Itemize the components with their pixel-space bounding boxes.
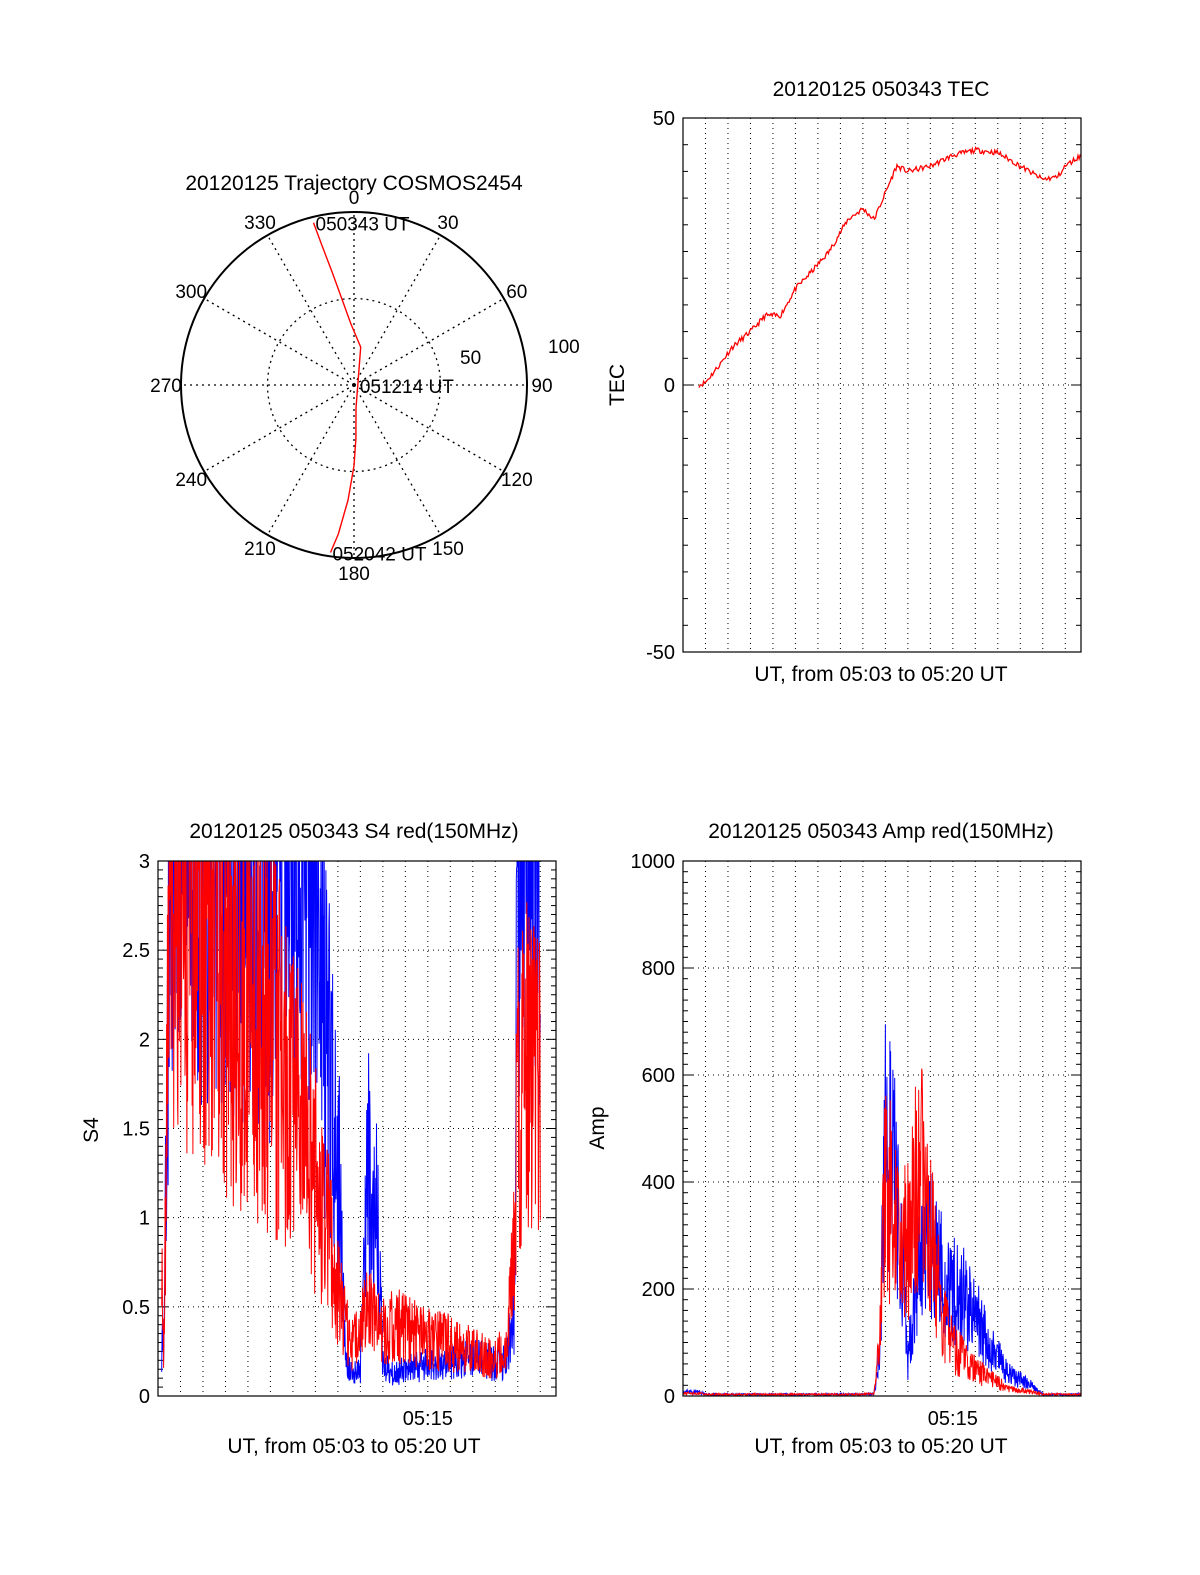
trajectory-time-label: 050343 UT (316, 215, 410, 236)
s4-title: 20120125 050343 S4 red(150MHz) (189, 820, 518, 843)
y-tick-label: 50 (653, 108, 675, 130)
polar-angle-label: 180 (338, 564, 370, 585)
polar-radius-label-100: 100 (548, 337, 580, 358)
amp-xlabel: UT, from 05:03 to 05:20 UT (754, 1435, 1007, 1458)
s4-ylabel: S4 (80, 1117, 103, 1143)
polar-spoke (203, 297, 355, 386)
polar-angle-label: 120 (501, 470, 533, 491)
plot-frame (157, 860, 557, 1397)
tec-xlabel: UT, from 05:03 to 05:20 UT (754, 663, 1007, 686)
polar-outer-circle (180, 211, 528, 559)
series-line-2 (683, 1068, 1081, 1396)
y-tick-label: 400 (642, 1172, 675, 1194)
y-tick-label: 1.5 (122, 1119, 150, 1141)
polar-angle-label: 90 (531, 376, 552, 397)
x-tick-label: 05:15 (928, 1408, 978, 1430)
y-tick-label: 3 (139, 851, 150, 873)
y-tick-label: 2.5 (122, 940, 150, 962)
polar-radius-label-50: 50 (460, 348, 481, 369)
polar-trajectory-panel: 20120125 Trajectory COSMOS2454 0 30 60 90 12… (150, 172, 580, 585)
polar-angle-label: 240 (175, 470, 207, 491)
y-tick-label: 0 (664, 1386, 675, 1408)
polar-grid (181, 212, 527, 558)
polar-spoke (266, 384, 355, 536)
polar-angle-label: 30 (437, 213, 458, 234)
s4-plot-area: 0 0.5 1 1.5 2 2.5 3 05:15 (122, 851, 557, 1430)
polar-angle-label: 210 (244, 539, 276, 560)
polar-spoke (353, 234, 442, 386)
tec-ylabel: TEC (606, 364, 629, 406)
plot-frame (682, 117, 1082, 653)
amp-ylabel: Amp (586, 1106, 609, 1149)
trajectory-time-label: 052042 UT (332, 545, 426, 566)
tec-title: 20120125 050343 TEC (773, 78, 990, 101)
polar-angle-label: 60 (506, 282, 527, 303)
polar-annotations: 050343 UT 051214 UT 052042 UT (316, 215, 455, 566)
y-tick-label: 2 (139, 1029, 150, 1051)
polar-spoke (266, 234, 355, 386)
polar-ring-50 (266, 297, 442, 473)
y-tick-label: 1 (139, 1208, 150, 1230)
s4-xlabel: UT, from 05:03 to 05:20 UT (227, 1435, 480, 1458)
y-tick-label: 0 (664, 375, 675, 397)
y-tick-label: 1000 (631, 851, 676, 873)
amp-title: 20120125 050343 Amp red(150MHz) (708, 820, 1054, 843)
tec-plot-area: -50 0 50 (646, 108, 1082, 664)
trajectory-time-label: 051214 UT (360, 377, 454, 398)
y-tick-label: 0.5 (122, 1297, 150, 1319)
x-tick-label: 05:15 (403, 1408, 453, 1430)
series-line-1 (698, 145, 1081, 388)
amp-panel: 20120125 050343 Amp red(150MHz) 0 200 400 6… (586, 820, 1082, 1458)
polar-spoke (353, 297, 505, 386)
polar-spoke (353, 384, 505, 473)
polar-angle-labels: 0 30 60 90 120 150 180 210 240 270 300 330 (150, 188, 552, 585)
polar-series (312, 222, 362, 553)
polar-spoke (353, 384, 442, 536)
polar-angle-label: 330 (244, 213, 276, 234)
y-tick-label: -50 (646, 642, 675, 664)
y-tick-label: 0 (139, 1386, 150, 1408)
plot-frame (682, 860, 1082, 1397)
polar-title: 20120125 Trajectory COSMOS2454 (185, 172, 523, 195)
series-line-1 (683, 1024, 1081, 1396)
polar-angle-label: 150 (432, 539, 464, 560)
y-tick-label: 600 (642, 1065, 675, 1087)
polar-angle-label: 270 (150, 376, 182, 397)
polar-angle-label: 300 (175, 282, 207, 303)
s4-panel: 20120125 050343 S4 red(150MHz) 0 0.5 1 1.5 2… (80, 820, 557, 1458)
trajectory-line (312, 222, 362, 553)
y-tick-label: 200 (642, 1279, 675, 1301)
tec-panel: 20120125 050343 TEC -50 0 50 UT, from 05:0… (606, 78, 1082, 686)
polar-angle-label: 0 (349, 188, 360, 209)
series-line-2 (161, 861, 541, 1379)
polar-spoke (203, 384, 355, 473)
y-tick-label: 800 (642, 958, 675, 980)
amp-plot-area: 0 200 400 600 800 1000 05:15 (631, 851, 1082, 1430)
